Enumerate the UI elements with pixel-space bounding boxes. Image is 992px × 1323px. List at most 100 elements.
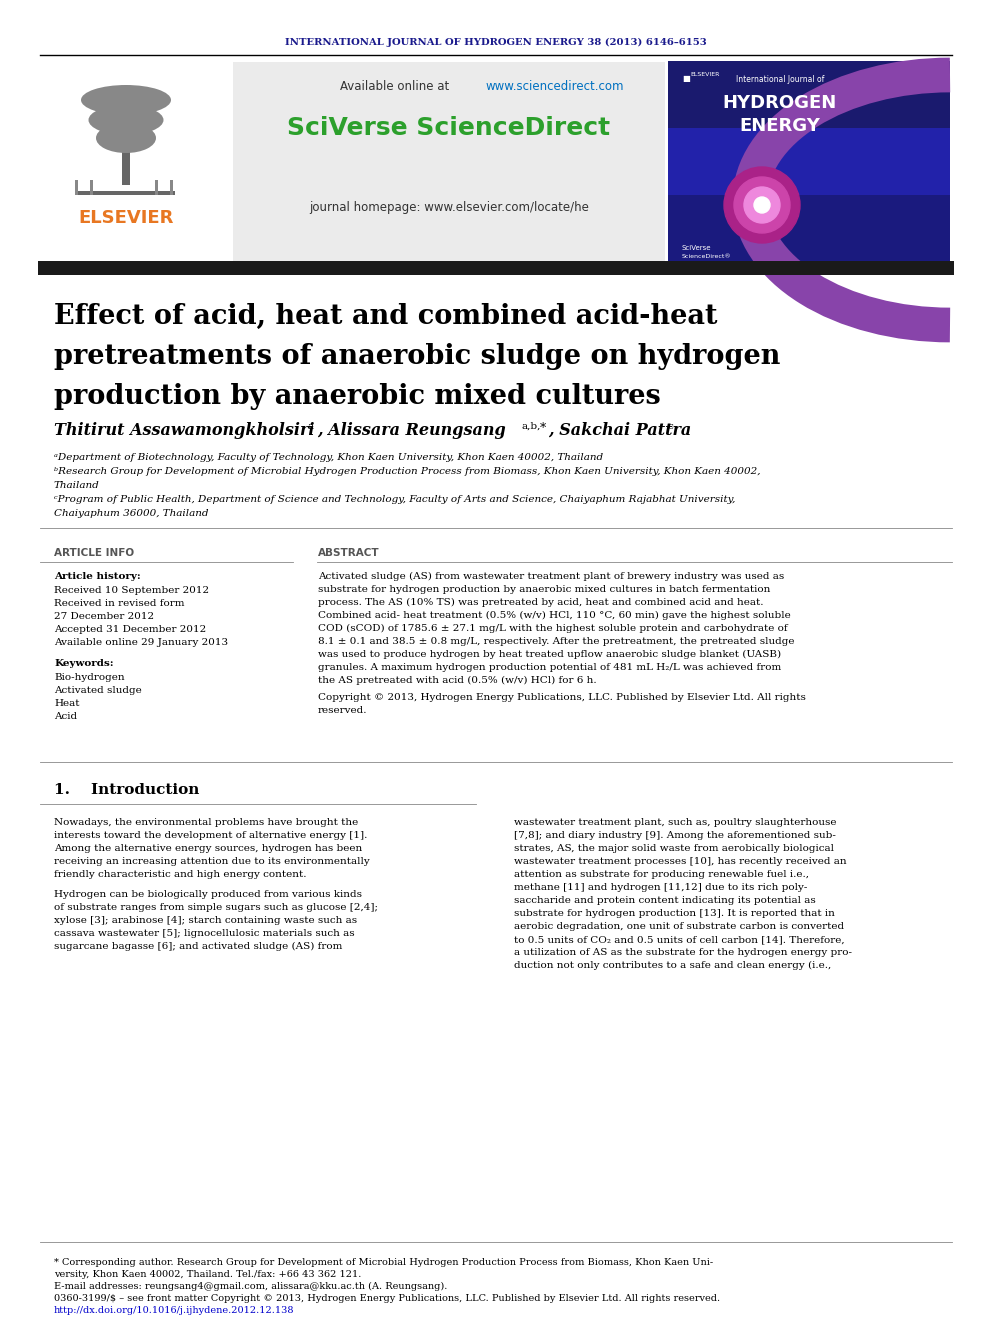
Text: , Sakchai Pattra: , Sakchai Pattra [548,422,691,439]
Circle shape [744,187,780,224]
Text: xylose [3]; arabinose [4]; starch containing waste such as: xylose [3]; arabinose [4]; starch contai… [54,916,357,925]
Text: Thailand: Thailand [54,482,100,490]
Text: granules. A maximum hydrogen production potential of 481 mL H₂/L was achieved fr: granules. A maximum hydrogen production … [318,663,782,672]
Bar [122,146,130,185]
Text: ELSEVIER: ELSEVIER [690,73,719,78]
Text: Article history:: Article history: [54,572,141,581]
Text: duction not only contributes to a safe and clean energy (i.e.,: duction not only contributes to a safe a… [514,960,831,970]
Text: journal homepage: www.elsevier.com/locate/he: journal homepage: www.elsevier.com/locat… [310,201,589,214]
Text: wastewater treatment processes [10], has recently received an: wastewater treatment processes [10], has… [514,857,846,867]
Text: Nowadays, the environmental problems have brought the: Nowadays, the environmental problems hav… [54,818,358,827]
Text: Effect of acid, heat and combined acid-heat: Effect of acid, heat and combined acid-h… [54,303,717,329]
Text: HYDROGEN: HYDROGEN [723,94,837,112]
Text: ABSTRACT: ABSTRACT [318,548,380,558]
Text: ARTICLE INFO: ARTICLE INFO [54,548,134,558]
Text: wastewater treatment plant, such as, poultry slaughterhouse: wastewater treatment plant, such as, pou… [514,818,836,827]
Text: COD (sCOD) of 1785.6 ± 27.1 mg/L with the highest soluble protein and carbohydra: COD (sCOD) of 1785.6 ± 27.1 mg/L with th… [318,624,788,634]
Ellipse shape [96,123,156,153]
Bar [668,128,950,194]
Text: , Alissara Reungsang: , Alissara Reungsang [317,422,506,439]
Text: International Journal of: International Journal of [736,75,824,85]
Text: 8.1 ± 0.1 and 38.5 ± 0.8 mg/L, respectively. After the pretreatment, the pretrea: 8.1 ± 0.1 and 38.5 ± 0.8 mg/L, respectiv… [318,636,795,646]
Text: Accepted 31 December 2012: Accepted 31 December 2012 [54,624,206,634]
Text: *: * [540,422,547,435]
Bar [75,180,78,194]
Text: Combined acid- heat treatment (0.5% (w/v) HCl, 110 °C, 60 min) gave the highest : Combined acid- heat treatment (0.5% (w/v… [318,611,791,620]
Bar [668,61,950,128]
Text: www.sciencedirect.com: www.sciencedirect.com [486,81,625,94]
Circle shape [734,177,790,233]
Text: the AS pretreated with acid (0.5% (w/v) HCl) for 6 h.: the AS pretreated with acid (0.5% (w/v) … [318,676,596,685]
Text: methane [11] and hydrogen [11,12] due to its rich poly-: methane [11] and hydrogen [11,12] due to… [514,882,807,892]
Text: substrate for hydrogen production by anaerobic mixed cultures in batch fermentat: substrate for hydrogen production by ana… [318,585,771,594]
Bar [75,191,175,194]
Text: Bio-hydrogen: Bio-hydrogen [54,673,125,681]
Text: friendly characteristic and high energy content.: friendly characteristic and high energy … [54,871,307,878]
Text: ■: ■ [682,74,689,82]
Text: 27 December 2012: 27 December 2012 [54,613,154,620]
Text: Activated sludge (AS) from wastewater treatment plant of brewery industry was us: Activated sludge (AS) from wastewater tr… [318,572,785,581]
Text: Received 10 September 2012: Received 10 September 2012 [54,586,209,595]
Text: SciVerse ScienceDirect: SciVerse ScienceDirect [288,116,610,140]
Text: interests toward the development of alternative energy [1].: interests toward the development of alte… [54,831,367,840]
Text: a utilization of AS as the substrate for the hydrogen energy pro-: a utilization of AS as the substrate for… [514,949,852,957]
Text: Copyright © 2013, Hydrogen Energy Publications, LLC. Published by Elsevier Ltd. : Copyright © 2013, Hydrogen Energy Public… [318,693,806,703]
Text: c: c [668,422,674,431]
Text: 0360-3199/$ – see front matter Copyright © 2013, Hydrogen Energy Publications, L: 0360-3199/$ – see front matter Copyright… [54,1294,720,1303]
Text: Received in revised form: Received in revised form [54,599,185,609]
Text: Among the alternative energy sources, hydrogen has been: Among the alternative energy sources, hy… [54,844,362,853]
Text: ᵃDepartment of Biotechnology, Faculty of Technology, Khon Kaen University, Khon : ᵃDepartment of Biotechnology, Faculty of… [54,452,603,462]
Text: Heat: Heat [54,699,79,708]
Text: Available online at: Available online at [340,81,453,94]
Text: substrate for hydrogen production [13]. It is reported that in: substrate for hydrogen production [13]. … [514,909,835,918]
Bar [668,194,950,262]
Text: http://dx.doi.org/10.1016/j.ijhydene.2012.12.138: http://dx.doi.org/10.1016/j.ijhydene.201… [54,1306,295,1315]
Text: ScienceDirect®: ScienceDirect® [682,254,732,258]
Text: E-mail addresses: reungsang4@gmail.com, alissara@kku.ac.th (A. Reungsang).: E-mail addresses: reungsang4@gmail.com, … [54,1282,447,1291]
Text: saccharide and protein content indicating its potential as: saccharide and protein content indicatin… [514,896,815,905]
Text: production by anaerobic mixed cultures: production by anaerobic mixed cultures [54,382,661,410]
Text: attention as substrate for producing renewable fuel i.e.,: attention as substrate for producing ren… [514,871,809,878]
Text: cassava wastewater [5]; lignocellulosic materials such as: cassava wastewater [5]; lignocellulosic … [54,929,354,938]
Text: Hydrogen can be biologically produced from various kinds: Hydrogen can be biologically produced fr… [54,890,362,900]
Text: Acid: Acid [54,712,77,721]
Text: ELSEVIER: ELSEVIER [78,209,174,228]
Text: * Corresponding author. Research Group for Development of Microbial Hydrogen Pro: * Corresponding author. Research Group f… [54,1258,713,1267]
Text: of substrate ranges from simple sugars such as glucose [2,4];: of substrate ranges from simple sugars s… [54,904,378,912]
Text: 1.    Introduction: 1. Introduction [54,783,199,796]
Ellipse shape [81,85,171,115]
Text: INTERNATIONAL JOURNAL OF HYDROGEN ENERGY 38 (2013) 6146–6153: INTERNATIONAL JOURNAL OF HYDROGEN ENERGY… [285,37,707,46]
Text: reserved.: reserved. [318,706,367,714]
Text: Thitirut Assawamongkholsiri: Thitirut Assawamongkholsiri [54,422,314,439]
Bar [668,62,950,262]
Circle shape [724,167,800,243]
Text: pretreatments of anaerobic sludge on hydrogen: pretreatments of anaerobic sludge on hyd… [54,343,781,370]
Circle shape [754,197,770,213]
Ellipse shape [88,105,164,135]
Text: Activated sludge: Activated sludge [54,687,142,695]
Bar [170,180,173,194]
Text: was used to produce hydrogen by heat treated upflow anaerobic sludge blanket (UA: was used to produce hydrogen by heat tre… [318,650,781,659]
Text: versity, Khon Kaen 40002, Thailand. Tel./fax: +66 43 362 121.: versity, Khon Kaen 40002, Thailand. Tel.… [54,1270,361,1279]
Text: to 0.5 units of CO₂ and 0.5 units of cell carbon [14]. Therefore,: to 0.5 units of CO₂ and 0.5 units of cel… [514,935,844,945]
Bar [155,180,158,194]
Bar [233,62,665,262]
Text: a: a [308,422,314,431]
Text: Keywords:: Keywords: [54,659,114,668]
Text: sugarcane bagasse [6]; and activated sludge (AS) from: sugarcane bagasse [6]; and activated slu… [54,942,342,951]
Text: ENERGY: ENERGY [740,116,820,135]
Text: aerobic degradation, one unit of substrate carbon is converted: aerobic degradation, one unit of substra… [514,922,844,931]
Text: a,b,: a,b, [522,422,542,431]
Bar [38,261,954,275]
Bar [90,180,93,194]
Text: SciVerse: SciVerse [682,245,711,251]
Text: receiving an increasing attention due to its environmentally: receiving an increasing attention due to… [54,857,370,867]
Text: Chaiyaphum 36000, Thailand: Chaiyaphum 36000, Thailand [54,509,208,519]
Text: Available online 29 January 2013: Available online 29 January 2013 [54,638,228,647]
Text: process. The AS (10% TS) was pretreated by acid, heat and combined acid and heat: process. The AS (10% TS) was pretreated … [318,598,764,607]
Text: ᵇResearch Group for Development of Microbial Hydrogen Production Process from Bi: ᵇResearch Group for Development of Micro… [54,467,761,476]
Bar [38,60,226,258]
Text: ᶜProgram of Public Health, Department of Science and Technology, Faculty of Arts: ᶜProgram of Public Health, Department of… [54,495,735,504]
Text: [7,8]; and diary industry [9]. Among the aforementioned sub-: [7,8]; and diary industry [9]. Among the… [514,831,836,840]
Text: strates, AS, the major solid waste from aerobically biological: strates, AS, the major solid waste from … [514,844,834,853]
